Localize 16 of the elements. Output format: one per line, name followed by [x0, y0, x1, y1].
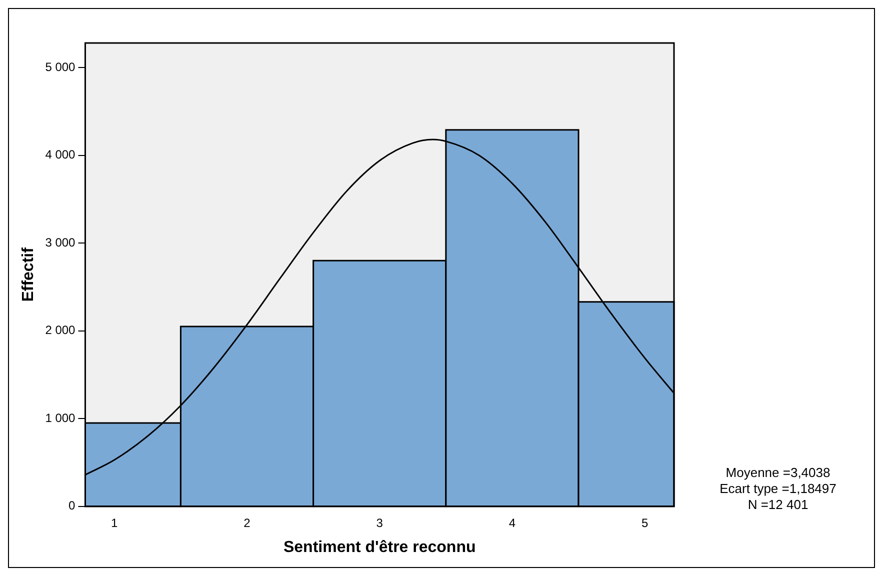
text: Moyenne =3,4038	[726, 464, 830, 480]
x-tick-label: 4	[508, 516, 516, 530]
text: N =12 401	[748, 496, 808, 512]
y-tick-label: 5 000	[45, 60, 76, 74]
y-axis-title: Effectif	[20, 246, 38, 302]
y-tick-label: 4 000	[45, 148, 76, 162]
x-tick-label: 3	[376, 516, 384, 530]
x-tick-label: 1	[111, 516, 118, 530]
y-tick-label: 1 000	[45, 410, 76, 425]
y-tick-label: 0	[68, 498, 76, 513]
x-tick-label: 5	[641, 516, 648, 530]
x-axis-title: Sentiment d'être reconnu	[283, 538, 476, 556]
text: Ecart type =1,18497	[720, 480, 836, 496]
y-tick-label: 3 000	[45, 235, 76, 250]
y-tick-label: 2 000	[45, 323, 76, 338]
x-tick-label: 2	[244, 516, 251, 530]
